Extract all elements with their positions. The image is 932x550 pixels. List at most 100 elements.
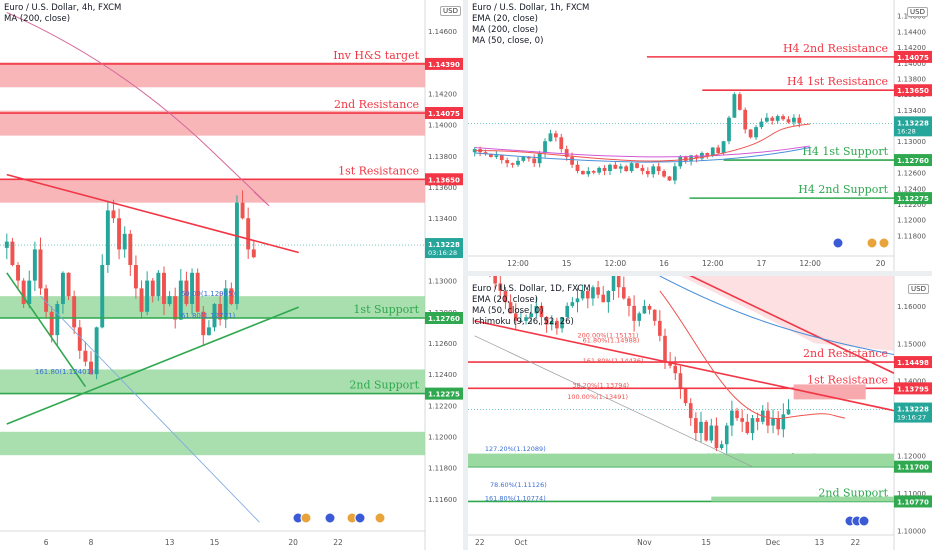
- h4-candle: [212, 303, 217, 328]
- chart-d1-currency[interactable]: USD: [908, 284, 929, 294]
- h1-y-tick-label: 1.13000: [897, 138, 926, 146]
- d1-candle: [585, 290, 590, 299]
- d1-current-price-label: 1.13228: [897, 406, 929, 414]
- d1-x-tick-label: 15: [701, 538, 711, 547]
- h1-level-label: H4 1st Resistance: [787, 75, 888, 88]
- h4-y-tick-label: 1.13000: [428, 278, 457, 286]
- h1-candle: [613, 164, 618, 169]
- d1-candle: [719, 444, 724, 448]
- h4-zone: [0, 179, 425, 203]
- h1-x-tick-label: 12:00: [507, 259, 529, 268]
- h1-candle: [721, 141, 726, 153]
- h4-y-tick-label: 1.14600: [428, 28, 457, 36]
- d1-candle: [627, 298, 631, 306]
- h1-candle: [499, 155, 504, 161]
- h1-y-tick-label: 1.12400: [897, 185, 926, 193]
- h1-candle: [792, 117, 796, 123]
- h1-level-price-tag: [894, 154, 932, 167]
- h1-y-tick-label: 1.12000: [897, 217, 926, 225]
- h1-candle: [656, 166, 661, 172]
- chart-h1-svg[interactable]: 1.146001.144001.142001.140001.138001.136…: [468, 0, 932, 271]
- chart-h1-currency[interactable]: USD: [907, 7, 928, 17]
- panel-divider-horizontal[interactable]: [468, 271, 932, 276]
- d1-fib-label: 78.60%(1.11126): [490, 481, 547, 489]
- h1-y-tick-label: 1.12600: [897, 170, 926, 178]
- h1-candle: [521, 156, 526, 161]
- chart-d1-title: Euro / U.S. Dollar, 1D, FXCM: [472, 284, 591, 294]
- h4-candle: [173, 296, 178, 320]
- d1-fib-label: 38.20%(1.13794): [572, 382, 629, 390]
- h1-candle: [483, 152, 488, 154]
- d1-fib-label: 127.20%(1.12089): [485, 445, 546, 453]
- h1-candle: [608, 164, 612, 172]
- d1-current-price-tag: [894, 402, 932, 423]
- d1-level-price-label: 1.14498: [897, 359, 929, 367]
- h4-zone: [0, 62, 425, 88]
- h1-candle: [716, 147, 721, 153]
- h1-candle: [543, 141, 547, 153]
- h1-candle: [727, 117, 731, 142]
- h1-candle: [564, 149, 569, 157]
- d1-candle: [616, 276, 621, 288]
- d1-candle: [503, 290, 508, 303]
- chart-h1-indicator-3: MA (50, close, 0): [472, 36, 544, 46]
- h1-candle: [553, 133, 558, 138]
- chart-d1-svg[interactable]: 1.160001.150001.140001.130001.120001.110…: [468, 276, 932, 550]
- chart-h4-currency[interactable]: USD: [440, 6, 461, 16]
- d1-candle: [560, 317, 564, 329]
- d1-candle: [766, 410, 770, 426]
- h4-candle: [167, 296, 172, 304]
- panel-divider-vertical[interactable]: [463, 0, 468, 550]
- h4-x-tick-label: 15: [210, 538, 220, 547]
- h4-fib-line: [40, 295, 260, 523]
- chart-d1[interactable]: 1.160001.150001.140001.130001.120001.110…: [468, 276, 932, 550]
- chart-h4-legend: Euro / U.S. Dollar, 4h, FXCM MA (200, cl…: [4, 3, 121, 25]
- d1-zone: [468, 453, 894, 467]
- d1-fib-label: 100.00%(1.13491): [567, 393, 628, 401]
- d1-candle: [580, 290, 585, 299]
- h1-level-label: H4 2nd Support: [798, 183, 888, 196]
- economic-event-flag-icon: [832, 237, 844, 249]
- h4-candle: [94, 327, 99, 375]
- h4-y-tick-label: 1.13400: [428, 215, 457, 223]
- h1-candle: [591, 171, 596, 173]
- h4-y-tick-label: 1.13600: [428, 184, 457, 192]
- h1-y-tick-label: 1.12200: [897, 201, 926, 209]
- chart-h4[interactable]: 1.146001.144001.142001.140001.138001.136…: [0, 0, 463, 550]
- h4-x-tick-label: 20: [288, 538, 298, 547]
- h1-current-price-label: 1.13228: [897, 119, 929, 127]
- d1-candle: [683, 388, 688, 404]
- h4-candle: [60, 272, 65, 304]
- d1-level-price-tag: [894, 460, 932, 473]
- h1-candle: [689, 155, 694, 161]
- h4-y-tick-label: 1.11600: [428, 496, 457, 504]
- economic-event-flag-icon: [858, 515, 870, 527]
- d1-fib-label: 161.80%(1.14436): [583, 357, 644, 365]
- h1-candle: [743, 109, 748, 130]
- h4-neckline-left: [6, 272, 87, 388]
- h1-level-price-label: 1.13650: [897, 87, 929, 95]
- h4-level-price-label: 1.12760: [428, 315, 460, 323]
- h1-candle: [624, 166, 629, 172]
- h4-current-price-tag: [425, 238, 463, 259]
- d1-candle: [632, 305, 636, 321]
- h4-level-price-tag: [425, 57, 463, 70]
- chart-d1-indicator-1: EMA (20, close): [472, 295, 538, 305]
- h4-level-price-tag: [425, 312, 463, 324]
- h4-level-price-label: 1.13650: [428, 176, 460, 184]
- d1-candle: [596, 287, 600, 295]
- h1-ma200-line: [474, 145, 811, 158]
- chart-h1-indicator-1: EMA (20, close): [472, 14, 538, 24]
- h4-ma200-line: [6, 12, 270, 207]
- chart-h4-title: Euro / U.S. Dollar, 4h, FXCM: [4, 3, 122, 13]
- h1-candle: [494, 155, 499, 157]
- h4-level-label: 2nd Support: [349, 379, 419, 392]
- chart-h1[interactable]: 1.146001.144001.142001.140001.138001.136…: [468, 0, 932, 271]
- h1-candle: [532, 158, 537, 164]
- chart-h4-svg[interactable]: 1.146001.144001.142001.140001.138001.136…: [0, 0, 463, 550]
- chart-h1-title: Euro / U.S. Dollar, 1h, FXCM: [472, 3, 590, 13]
- h1-candle: [748, 129, 753, 138]
- d1-ma50-line: [659, 276, 895, 356]
- d1-level-price-tag: [894, 382, 932, 395]
- h4-y-tick-label: 1.12400: [428, 371, 457, 379]
